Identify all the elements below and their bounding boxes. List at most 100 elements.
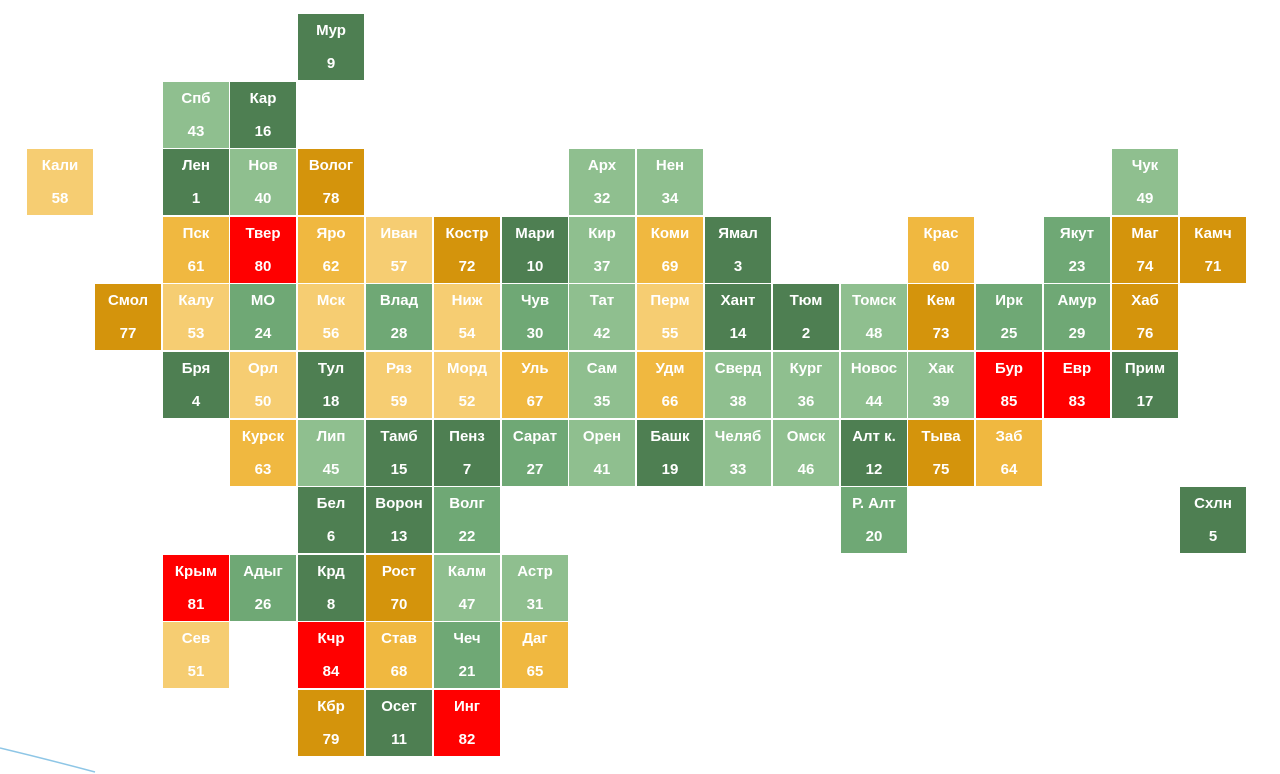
region-rank: 7 <box>462 461 472 478</box>
region-rank: 57 <box>390 258 408 275</box>
region-name: Перм <box>650 292 690 309</box>
region-tile-курск: Курск 63 <box>230 420 296 486</box>
region-name: Кали <box>41 157 79 174</box>
region-tile-нен: Нен 34 <box>637 149 703 215</box>
region-rank: 41 <box>593 461 611 478</box>
region-tile-кар: Кар 16 <box>230 82 296 148</box>
region-rank: 14 <box>729 325 747 342</box>
region-tile-хак: Хак 39 <box>908 352 974 418</box>
region-rank: 31 <box>526 596 544 613</box>
region-rank: 77 <box>119 325 137 342</box>
region-tile-новос: Новос 44 <box>841 352 907 418</box>
region-rank: 79 <box>322 731 340 748</box>
region-tile-орен: Орен 41 <box>569 420 635 486</box>
region-rank: 66 <box>661 393 679 410</box>
region-tile-мур: Мур 9 <box>298 14 364 80</box>
region-name: Мур <box>316 22 346 39</box>
region-rank: 4 <box>191 393 201 410</box>
region-tile-уль: Уль 67 <box>502 352 568 418</box>
region-tile-спб: Спб 43 <box>163 82 229 148</box>
region-rank: 63 <box>254 461 272 478</box>
region-name: Челяб <box>714 428 762 445</box>
region-rank: 83 <box>1068 393 1086 410</box>
region-rank: 54 <box>458 325 476 342</box>
region-name: Костр <box>445 225 489 242</box>
region-tile-томск: Томск 48 <box>841 284 907 350</box>
region-tile-ворон: Ворон 13 <box>366 487 432 553</box>
region-name: Рост <box>381 563 417 580</box>
region-name: Влад <box>379 292 419 309</box>
region-name: Хаб <box>1131 292 1159 309</box>
region-tile-р-алт: Р. Алт 20 <box>841 487 907 553</box>
decorative-curve <box>0 747 96 773</box>
region-rank: 32 <box>593 190 611 207</box>
region-name: Коми <box>650 225 690 242</box>
region-rank: 6 <box>326 528 336 545</box>
region-tile-ирк: Ирк 25 <box>976 284 1042 350</box>
region-rank: 44 <box>865 393 883 410</box>
region-name: Астр <box>517 563 553 580</box>
region-name: Хант <box>720 292 756 309</box>
region-rank: 26 <box>254 596 272 613</box>
region-rank: 19 <box>661 461 679 478</box>
region-tile-лен: Лен 1 <box>163 149 229 215</box>
region-name: Алт к. <box>852 428 896 445</box>
region-rank: 82 <box>458 731 476 748</box>
region-name: Адыг <box>243 563 283 580</box>
region-rank: 22 <box>458 528 476 545</box>
region-name: Лип <box>316 428 346 445</box>
region-tile-калм: Калм 47 <box>434 555 500 621</box>
region-rank: 50 <box>254 393 272 410</box>
region-tile-крым: Крым 81 <box>163 555 229 621</box>
region-tile-удм: Удм 66 <box>637 352 703 418</box>
region-tile-мо: МО 24 <box>230 284 296 350</box>
region-tile-влад: Влад 28 <box>366 284 432 350</box>
region-tile-осет: Осет 11 <box>366 690 432 756</box>
region-tile-астр: Астр 31 <box>502 555 568 621</box>
region-rank: 23 <box>1068 258 1086 275</box>
region-tile-евр: Евр 83 <box>1044 352 1110 418</box>
region-tile-коми: Коми 69 <box>637 217 703 283</box>
region-tile-хант: Хант 14 <box>705 284 771 350</box>
region-rank: 27 <box>526 461 544 478</box>
region-name: Ниж <box>451 292 483 309</box>
region-name: Кург <box>789 360 823 377</box>
region-name: Пенз <box>449 428 485 445</box>
region-tile-хаб: Хаб 76 <box>1112 284 1178 350</box>
region-rank: 80 <box>254 258 272 275</box>
region-tile-чук: Чук 49 <box>1112 149 1178 215</box>
region-rank: 49 <box>1136 190 1154 207</box>
region-rank: 75 <box>932 461 950 478</box>
region-name: Кем <box>926 292 956 309</box>
region-rank: 68 <box>390 663 408 680</box>
region-name: Маг <box>1131 225 1159 242</box>
region-rank: 20 <box>865 528 883 545</box>
region-rank: 40 <box>254 190 272 207</box>
region-rank: 12 <box>865 461 883 478</box>
region-tile-рост: Рост 70 <box>366 555 432 621</box>
region-name: Бря <box>181 360 211 377</box>
region-tile-морд: Морд 52 <box>434 352 500 418</box>
region-rank: 45 <box>322 461 340 478</box>
region-tile-челяб: Челяб 33 <box>705 420 771 486</box>
region-tile-арх: Арх 32 <box>569 149 635 215</box>
region-name: Смол <box>107 292 149 309</box>
region-rank: 17 <box>1136 393 1154 410</box>
region-tile-бур: Бур 85 <box>976 352 1042 418</box>
region-name: Бел <box>316 495 346 512</box>
region-tile-кбр: Кбр 79 <box>298 690 364 756</box>
region-rank: 34 <box>661 190 679 207</box>
region-rank: 38 <box>729 393 747 410</box>
region-rank: 51 <box>187 663 205 680</box>
region-name: Сам <box>586 360 618 377</box>
region-tile-амур: Амур 29 <box>1044 284 1110 350</box>
region-name: Сарат <box>512 428 558 445</box>
region-name: Курск <box>241 428 285 445</box>
region-tile-башк: Башк 19 <box>637 420 703 486</box>
region-rank: 47 <box>458 596 476 613</box>
region-tile-костр: Костр 72 <box>434 217 500 283</box>
region-rank: 56 <box>322 325 340 342</box>
region-tile-твер: Твер 80 <box>230 217 296 283</box>
region-name: Омск <box>786 428 826 445</box>
